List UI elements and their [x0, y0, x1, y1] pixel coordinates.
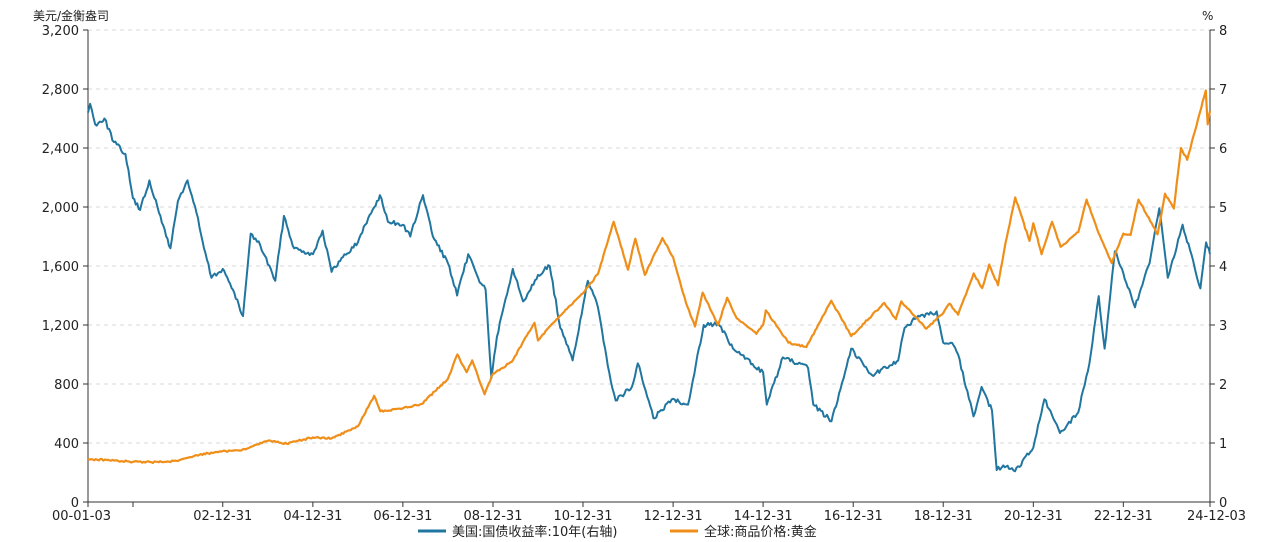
series-lines	[87, 89, 1212, 473]
series-line-us-10y-yield	[87, 102, 1211, 473]
right-tick-label: 6	[1219, 142, 1227, 157]
right-tick-label: 0	[1219, 496, 1227, 511]
x-tick-label: 22-12-31	[1094, 509, 1153, 524]
x-tick-label: 16-12-31	[824, 509, 883, 524]
left-tick-label: 0	[71, 496, 79, 511]
right-tick-label: 5	[1219, 201, 1227, 216]
x-tick-label: 06-12-31	[373, 509, 432, 524]
x-tick-label: 12-12-31	[644, 509, 703, 524]
right-tick-label: 1	[1219, 437, 1227, 452]
left-tick-label: 2,000	[42, 201, 79, 216]
left-tick-label: 2,800	[42, 83, 79, 98]
x-tick-label: 14-12-31	[734, 509, 793, 524]
left-tick-label: 400	[54, 437, 79, 452]
right-tick-label: 7	[1219, 83, 1227, 98]
right-axis-unit: %	[1202, 9, 1213, 23]
left-axis-unit: 美元/金衡盎司	[33, 8, 109, 23]
left-axis-ticks: 0 400 800 1,200 1,600 2,000 2,400 2,800 3,200	[42, 24, 88, 511]
x-axis-ticks: 00-01-03 02-12-31 04-12-31 06-12-31 08-12-31…	[52, 502, 1246, 524]
x-tick-label: 02-12-31	[193, 509, 252, 524]
left-tick-label: 800	[54, 378, 79, 393]
right-tick-label: 4	[1219, 260, 1227, 275]
right-tick-label: 3	[1219, 319, 1227, 334]
legend-label-gold: 全球:商品价格:黄金	[704, 524, 817, 540]
x-tick-label: 18-12-31	[914, 509, 973, 524]
legend-label-yield: 美国:国债收益率:10年(右轴)	[452, 524, 617, 540]
left-tick-label: 1,200	[42, 319, 79, 334]
x-tick-label: 08-12-31	[463, 509, 522, 524]
x-tick-label: 00-01-03	[52, 509, 111, 524]
x-tick-label: 24-12-03	[1187, 509, 1246, 524]
x-tick-label: 04-12-31	[283, 509, 342, 524]
left-tick-label: 2,400	[42, 142, 79, 157]
right-tick-label: 8	[1219, 24, 1227, 39]
x-tick-label: 20-12-31	[1004, 509, 1063, 524]
legend: 美国:国债收益率:10年(右轴) 全球:商品价格:黄金	[418, 524, 817, 540]
right-axis-ticks: 0 1 2 3 4 5 6 7 8	[1210, 24, 1227, 511]
grid-lines	[88, 29, 1210, 444]
right-tick-label: 2	[1219, 378, 1227, 393]
series-line-gold-price	[87, 89, 1212, 465]
left-tick-label: 1,600	[42, 260, 79, 275]
x-tick-label: 10-12-31	[553, 509, 612, 524]
left-tick-label: 3,200	[42, 24, 79, 39]
